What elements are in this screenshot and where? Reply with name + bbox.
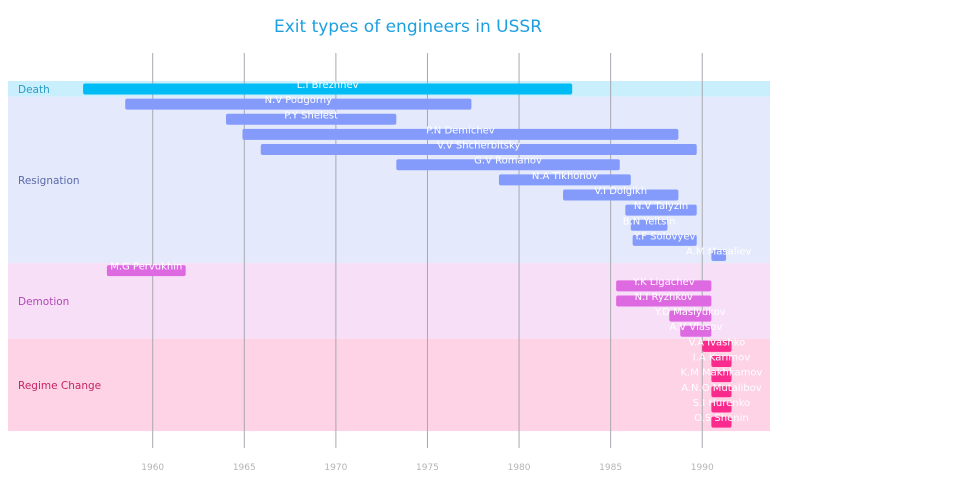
task-bar: [225, 113, 397, 125]
task-label: Y.D Maslyukov: [654, 307, 726, 318]
task-bar: [125, 98, 472, 110]
task-bar: [83, 83, 573, 95]
x-tick-label: 1960: [141, 463, 164, 473]
task-label: O.S Shenin: [694, 413, 748, 424]
task-label: A.N.O Mutalibov: [681, 383, 762, 394]
x-tick-label: 1980: [508, 463, 531, 473]
task-label: Y.K Ligachev: [632, 277, 695, 288]
task-bar: [630, 219, 668, 231]
task-label: P.Y Shelest: [284, 110, 338, 121]
task-label: N.V Talyzin: [634, 201, 688, 212]
x-tick-label: 1970: [324, 463, 347, 473]
task-bar: [625, 204, 697, 216]
task-label: G.V Romanov: [474, 156, 542, 167]
task-label: Y.F Solovyev: [633, 231, 696, 242]
task-bar: [563, 189, 679, 201]
task-label: V.A Ivashko: [688, 337, 745, 348]
task-bars: [83, 83, 732, 428]
task-label: V.I Dolgikh: [594, 186, 647, 197]
task-label: L.I Brezhnev: [297, 80, 359, 91]
x-tick-label: 1985: [599, 463, 622, 473]
task-label: P.N Demichev: [426, 125, 495, 136]
task-label: N.I Ryzhkov: [635, 292, 693, 303]
task-bar: [498, 174, 631, 186]
task-labels: L.I Brezhnev N.V Podgorny P.Y Shelest P.N D…: [110, 80, 762, 424]
task-label: S.I Hurenko: [693, 398, 750, 409]
task-label: A.V Vlasov: [669, 322, 722, 333]
category-labels: Death Resignation Demotion Regime Change: [18, 84, 101, 392]
task-label: K.M Makhkamov: [680, 368, 762, 379]
x-tick-label: 1975: [416, 463, 439, 473]
task-label: I.A Karimov: [693, 353, 750, 364]
category-band-regime-change: [8, 338, 770, 432]
task-bar: [702, 340, 732, 352]
category-label-demotion: Demotion: [18, 296, 69, 308]
category-label-death: Death: [18, 84, 50, 96]
x-axis-ticks: 1960 1965 1970 1975 1980 1985 1990: [141, 463, 714, 473]
x-tick-label: 1990: [691, 463, 714, 473]
task-label: V.V Shcherbitsky: [437, 141, 520, 152]
task-bar: [680, 325, 712, 337]
x-tick-label: 1965: [233, 463, 256, 473]
task-label: N.V Podgorny: [265, 95, 333, 106]
task-label: N.A Tikhonov: [532, 171, 598, 182]
task-bar: [260, 144, 697, 156]
task-bar: [711, 386, 732, 398]
task-bar: [632, 234, 697, 246]
task-bar: [711, 416, 732, 428]
category-label-regime-change: Regime Change: [18, 380, 101, 392]
task-label: M.G Pervukhin: [110, 262, 182, 273]
task-bar: [711, 371, 732, 383]
task-bar: [711, 356, 732, 368]
task-bar: [106, 265, 186, 277]
task-label: B.N Yeltsin: [623, 216, 676, 227]
task-bar: [616, 295, 712, 307]
category-label-resignation: Resignation: [18, 175, 80, 187]
chart-title: Exit types of engineers in USSR: [274, 17, 542, 37]
task-bar: [616, 280, 712, 292]
task-bar: [669, 310, 712, 322]
task-bar: [711, 401, 732, 413]
task-bar: [396, 159, 620, 171]
task-bar: [711, 250, 727, 262]
task-bar: [242, 128, 679, 140]
task-label: A.M Masaliev: [686, 247, 751, 258]
